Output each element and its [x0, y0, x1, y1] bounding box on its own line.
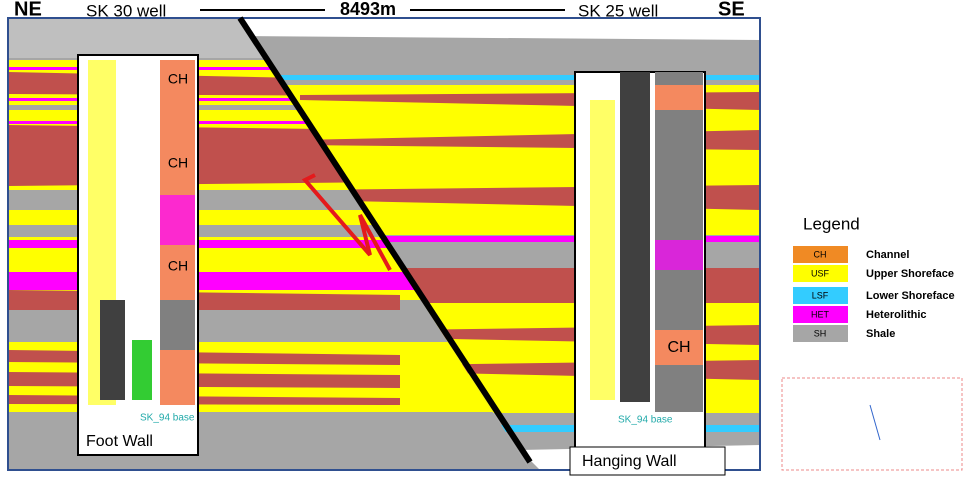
fault-symbol [301, 173, 392, 271]
legend-swatch [793, 287, 848, 304]
legend-name: Channel [866, 249, 909, 261]
well-name: SK 30 well [86, 1, 166, 20]
left-well-log: CH CH CH SK_94 base Foot Wall [77, 54, 199, 456]
legend-name: Heterolithic [866, 309, 927, 321]
panel-label: Foot Wall [86, 433, 153, 450]
legend-code: SH [814, 328, 827, 338]
well-name: SK 25 well [578, 1, 658, 20]
panel-label: Hanging Wall [582, 453, 677, 470]
legend-name: Upper Shoreface [866, 268, 954, 280]
location-map [781, 377, 963, 471]
legend-code: LSF [812, 290, 829, 300]
legend-swatch [793, 325, 848, 342]
right-well-log: CH SK_94 base Hanging Wall [569, 71, 726, 476]
facies-label: CH [168, 155, 188, 171]
marker-label: SK_94 base [140, 413, 195, 424]
legend-code: USF [811, 268, 830, 278]
map-line [869, 404, 881, 441]
legend: CH Channel USF Upper Shoreface LSF Lower Shor… [793, 246, 955, 342]
legend-swatch [793, 306, 848, 323]
fault-line [237, 16, 533, 464]
legend-name: Lower Shoreface [866, 290, 955, 302]
legend-title: Legend [803, 214, 860, 233]
section-frame [7, 17, 761, 471]
facies-label: CH [168, 258, 188, 274]
legend-code: HET [811, 309, 830, 319]
legend-code: CH [814, 249, 827, 259]
legend-name: Shale [866, 328, 895, 340]
legend-swatch [793, 265, 848, 282]
legend-swatch [793, 246, 848, 263]
distance-label: 8493m [340, 0, 396, 19]
facies-label: CH [667, 339, 690, 356]
direction-label: SE [718, 0, 745, 20]
marker-label: SK_94 base [618, 415, 673, 426]
facies-label: CH [168, 71, 188, 87]
direction-label: NE [14, 0, 42, 20]
